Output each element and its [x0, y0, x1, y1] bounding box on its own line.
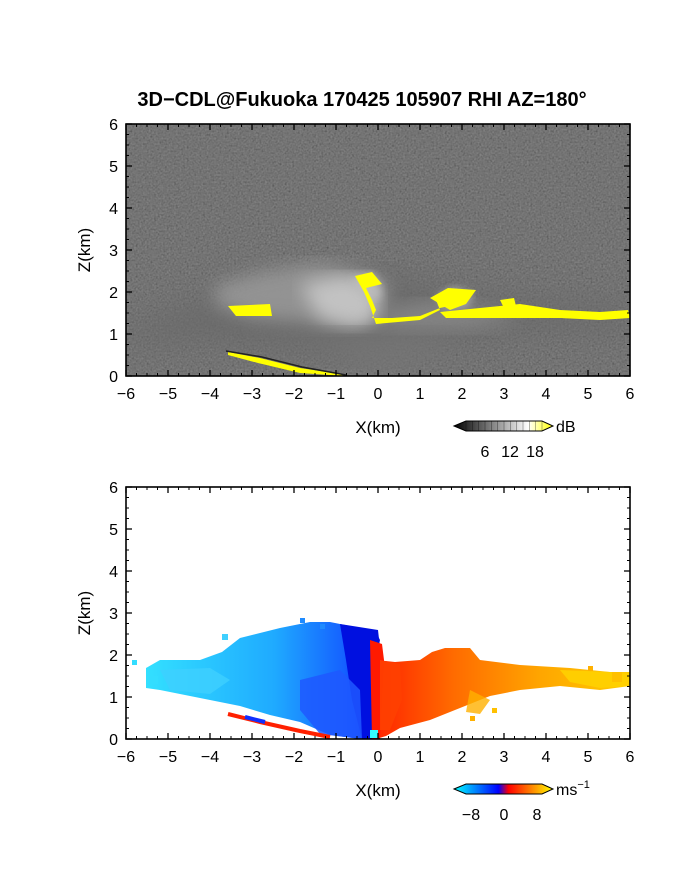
velocity-x-tick-label: −1 — [327, 749, 345, 766]
reflectivity-x-tick-label: −2 — [285, 386, 303, 403]
reflectivity-x-tick-label: 5 — [584, 386, 593, 403]
reflectivity-colorbar-tick-18: 18 — [526, 444, 544, 461]
reflectivity-x-tick-label: −6 — [117, 386, 135, 403]
velocity-colorbar-label-sup: −1 — [577, 779, 590, 791]
velocity-colorbar-label: ms−1 — [556, 779, 590, 799]
velocity-x-tick-label: −2 — [285, 749, 303, 766]
reflectivity-y-tick-label: 2 — [109, 285, 118, 302]
reflectivity-colorbar: dB 6 12 18 — [452, 419, 576, 461]
reflectivity-y-tick-label: 3 — [109, 243, 118, 260]
velocity-x-tick-label: −3 — [243, 749, 261, 766]
velocity-y-tick-label: 2 — [109, 648, 118, 665]
reflectivity-plot-area — [126, 124, 630, 376]
reflectivity-colorbar-label: dB — [556, 419, 576, 436]
reflectivity-x-tick-label: 4 — [542, 386, 551, 403]
velocity-colorbar-tick-neg8: −8 — [462, 807, 480, 824]
velocity-clutter-line — [227, 712, 331, 739]
velocity-x-tick-label: −5 — [159, 749, 177, 766]
velocity-x-tick-label: 6 — [626, 749, 635, 766]
velocity-x-tick-label: 2 — [458, 749, 467, 766]
velocity-y-tick-label: 1 — [109, 690, 118, 707]
reflectivity-x-axis-label: X(km) — [355, 418, 400, 437]
reflectivity-clutter-line — [225, 350, 347, 376]
reflectivity-y-tick-label: 6 — [109, 117, 118, 134]
velocity-y-tick-label: 3 — [109, 606, 118, 623]
reflectivity-y-tick-label: 5 — [109, 159, 118, 176]
reflectivity-x-tick-label: −4 — [201, 386, 219, 403]
velocity-axes: −6 −5 −4 −3 −2 −1 0 1 2 3 4 5 6 0 1 2 3 4 5 6 — [109, 480, 634, 766]
reflectivity-x-tick-label: 6 — [626, 386, 635, 403]
reflectivity-x-tick-label: −5 — [159, 386, 177, 403]
velocity-x-tick-label: 0 — [374, 749, 383, 766]
reflectivity-x-tick-label: 2 — [458, 386, 467, 403]
velocity-x-tick-label: −4 — [201, 749, 219, 766]
velocity-plot-area — [126, 487, 630, 739]
reflectivity-colorbar-ticks — [465, 421, 543, 431]
reflectivity-colorbar-tick-12: 12 — [501, 444, 519, 461]
velocity-x-tick-label: −6 — [117, 749, 135, 766]
velocity-speckles — [132, 618, 622, 738]
reflectivity-y-tick-label: 1 — [109, 327, 118, 344]
velocity-y-axis-label: Z(km) — [75, 591, 94, 635]
velocity-colorbar-tick-0: 0 — [500, 807, 509, 824]
velocity-x-tick-label: 3 — [500, 749, 509, 766]
velocity-positive-region — [370, 640, 630, 739]
velocity-x-tick-label: 4 — [542, 749, 551, 766]
reflectivity-strong-echo — [228, 272, 630, 376]
velocity-x-tick-label: 1 — [416, 749, 425, 766]
reflectivity-axes: −6 −5 −4 −3 −2 −1 0 1 2 3 4 5 6 0 1 2 3 4 5 6 — [109, 117, 634, 403]
reflectivity-x-tick-label: 3 — [500, 386, 509, 403]
velocity-y-tick-label: 6 — [109, 480, 118, 497]
reflectivity-y-tick-label: 4 — [109, 201, 118, 218]
velocity-colorbar: ms−1 −8 0 8 — [452, 779, 590, 824]
reflectivity-x-tick-label: −3 — [243, 386, 261, 403]
reflectivity-colorbar-bar — [452, 420, 555, 432]
velocity-x-axis-label: X(km) — [355, 781, 400, 800]
reflectivity-x-tick-label: −1 — [327, 386, 345, 403]
velocity-y-tick-label: 0 — [109, 732, 118, 749]
chart-title: 3D−CDL@Fukuoka 170425 105907 RHI AZ=180° — [137, 89, 586, 111]
velocity-y-tick-label: 5 — [109, 522, 118, 539]
velocity-y-tick-label: 4 — [109, 564, 118, 581]
reflectivity-y-tick-label: 0 — [109, 369, 118, 386]
reflectivity-y-axis-label: Z(km) — [75, 228, 94, 272]
reflectivity-x-tick-label: 1 — [416, 386, 425, 403]
velocity-colorbar-bar — [452, 783, 555, 795]
velocity-colorbar-tick-8: 8 — [533, 807, 542, 824]
velocity-negative-region — [146, 622, 380, 739]
velocity-x-tick-label: 5 — [584, 749, 593, 766]
reflectivity-colorbar-tick-6: 6 — [481, 444, 490, 461]
reflectivity-x-tick-label: 0 — [374, 386, 383, 403]
